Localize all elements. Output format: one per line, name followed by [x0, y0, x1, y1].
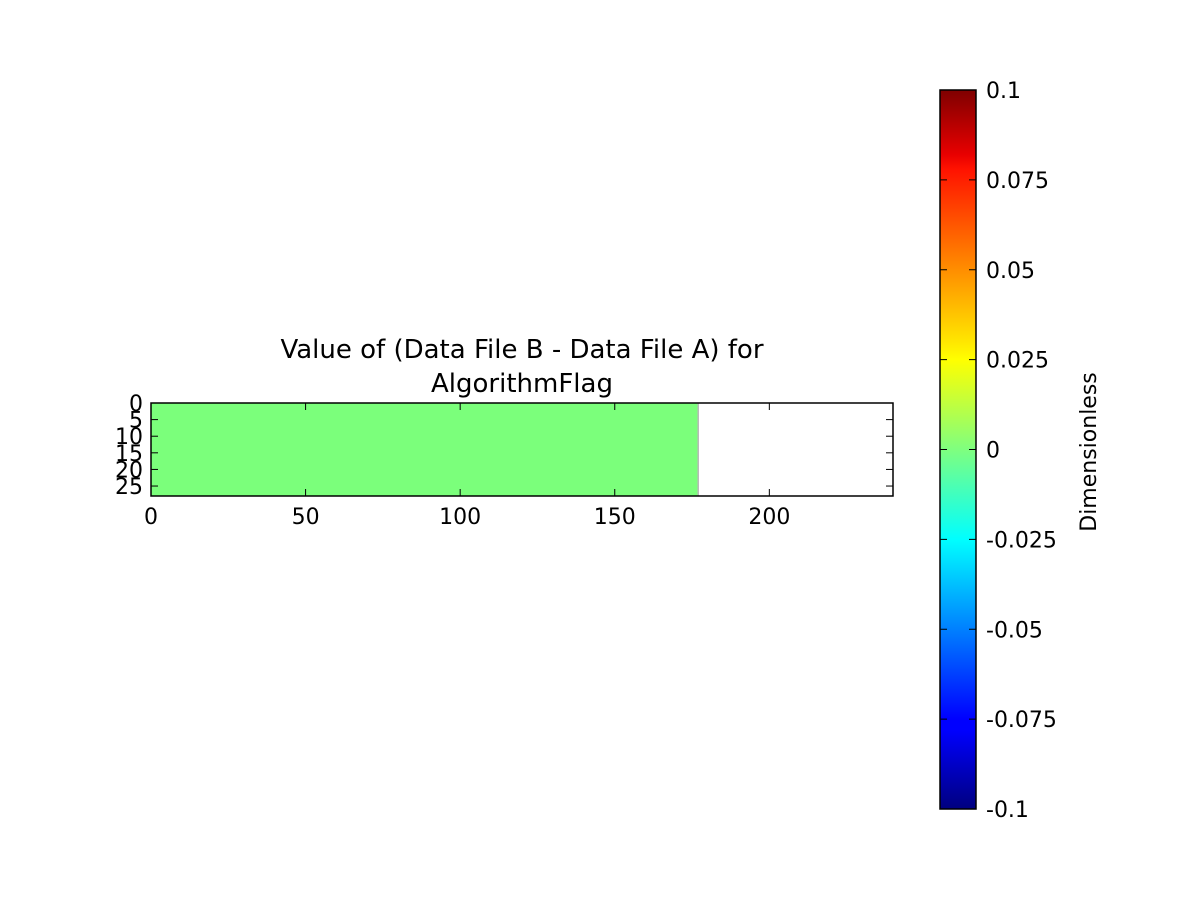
colorbar-tick-label: 0.1 — [986, 79, 1021, 104]
heatmap-region — [151, 403, 699, 496]
y-tick-label: 10 — [115, 425, 143, 450]
heatmap-cells — [151, 403, 699, 496]
y-tick-label: 5 — [129, 409, 143, 434]
y-tick-label: 20 — [115, 458, 143, 483]
chart-title-line-1: Value of (Data File B - Data File A) for — [280, 335, 763, 365]
colorbar-tick-label: 0 — [986, 439, 1000, 464]
x-axis: 0 50 100 150 200 — [144, 403, 790, 530]
y-tick-label: 15 — [115, 442, 143, 467]
y-tick-label: 0 — [129, 392, 143, 417]
colorbar-tick-label: 0.025 — [986, 349, 1049, 374]
colorbar-ticks: 0.1 0.075 0.05 0.025 0 -0.025 -0.05 -0.075 -0.1 — [940, 79, 1057, 823]
chart-title-line-2: AlgorithmFlag — [431, 369, 613, 399]
x-tick-label: 200 — [748, 505, 790, 530]
colorbar-label: Dimensionless — [1077, 372, 1102, 532]
x-tick-label: 100 — [439, 505, 481, 530]
x-tick-label: 150 — [594, 505, 636, 530]
colorbar-tick-label: -0.075 — [986, 708, 1057, 733]
x-tick-label: 0 — [144, 505, 158, 530]
colorbar: 0.10.0750.050.0250-0.025-0.05-0.075-0.1 … — [939, 79, 1102, 823]
x-tick-label: 50 — [292, 505, 320, 530]
plot-frame — [150, 402, 894, 497]
colorbar-tick-label: -0.1 — [986, 798, 1029, 823]
y-tick-label: 25 — [115, 475, 143, 500]
colorbar-tick-label: 0.075 — [986, 169, 1049, 194]
colorbar-tick-label: -0.025 — [986, 528, 1057, 553]
colorbar-tick-label: -0.05 — [986, 618, 1043, 643]
colorbar-tick-label: 0.05 — [986, 259, 1035, 284]
